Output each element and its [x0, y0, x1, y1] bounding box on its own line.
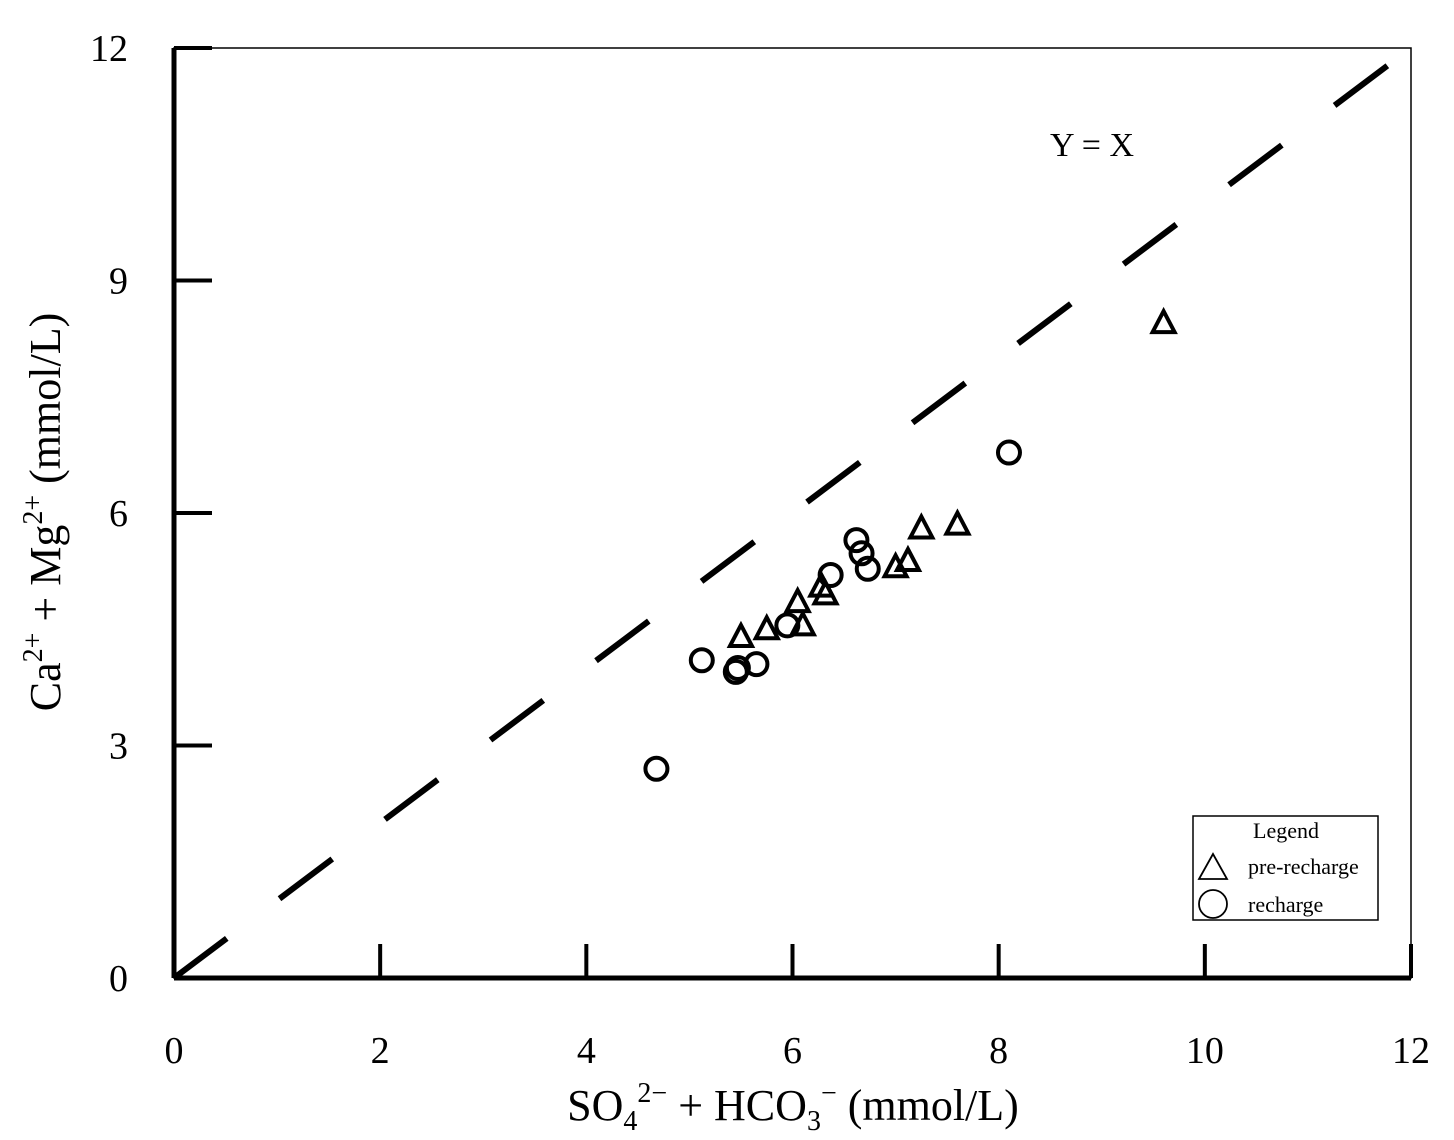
x-axis-title: SO42− + HCO3− (mmol/L)	[567, 1078, 1019, 1137]
pre-recharge-point	[726, 620, 756, 648]
data-points-group	[643, 306, 1178, 782]
plot-frame	[173, 47, 1412, 979]
y-tick-label: 9	[109, 261, 128, 303]
legend-box	[1192, 815, 1379, 921]
legend-label-recharge: recharge	[1248, 892, 1323, 917]
recharge-point	[817, 562, 844, 588]
recharge-point	[774, 612, 801, 639]
recharge-point	[843, 527, 870, 554]
legend-triangle-icon	[1197, 852, 1229, 880]
pre-recharge-point	[943, 508, 972, 536]
recharge-point	[743, 651, 770, 678]
y-tick-label: 6	[109, 493, 128, 535]
x-tick-label: 4	[577, 1030, 596, 1072]
recharge-point	[724, 655, 751, 681]
x-tick-label: 10	[1186, 1030, 1224, 1072]
legend-title: Legend	[1253, 818, 1319, 843]
legend-circle-icon	[1198, 889, 1228, 919]
pre-recharge-point	[752, 612, 782, 641]
recharge-point	[643, 755, 670, 782]
y-axis-title: Ca2+ + Mg2+ (mmol/L)	[18, 313, 70, 712]
y-tick-label: 12	[90, 28, 128, 70]
x-tick-label: 2	[371, 1030, 390, 1072]
recharge-point	[995, 439, 1022, 466]
recharge-point	[854, 555, 881, 582]
pre-recharge-point	[907, 512, 936, 540]
legend: Legend pre-recharge recharge	[1192, 815, 1379, 921]
pre-recharge-point	[1149, 306, 1178, 335]
reference-line-label: Y = X	[1050, 127, 1134, 164]
y-tick-label: 0	[109, 958, 128, 1000]
recharge-point	[848, 540, 875, 567]
x-tick-label: 0	[165, 1030, 184, 1072]
pre-recharge-point	[893, 544, 923, 573]
x-tick-label: 12	[1392, 1030, 1430, 1072]
pre-recharge-point	[811, 578, 840, 606]
legend-label-pre-recharge: pre-recharge	[1248, 854, 1359, 879]
y-tick-label: 3	[109, 726, 128, 768]
x-tick-label: 6	[783, 1030, 802, 1072]
recharge-point	[688, 647, 715, 674]
pre-recharge-point	[783, 585, 812, 614]
x-tick-label: 8	[989, 1030, 1008, 1072]
